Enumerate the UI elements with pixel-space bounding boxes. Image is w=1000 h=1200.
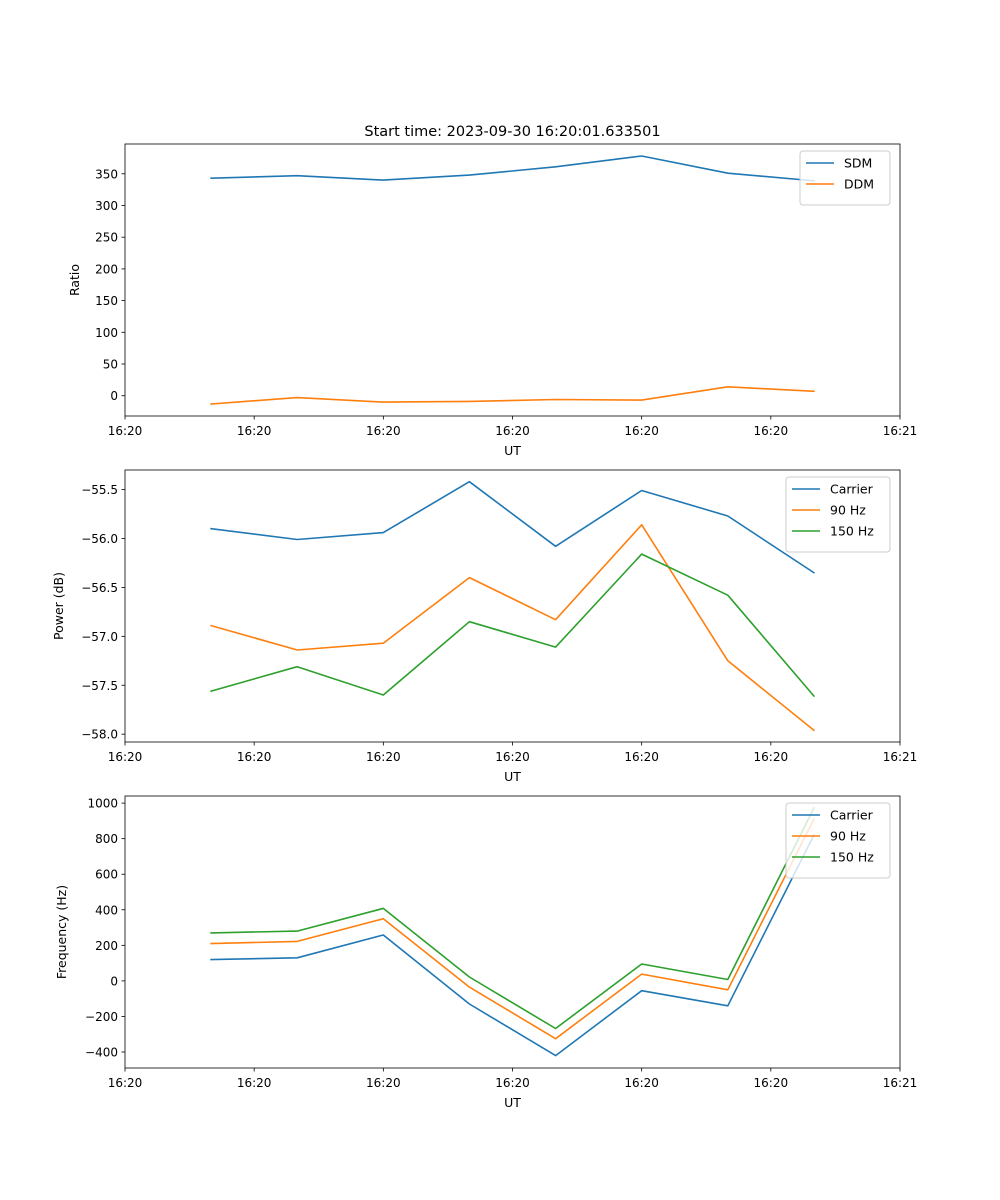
legend-label: 150 Hz	[830, 850, 874, 865]
x-tick-label: 16:20	[108, 424, 143, 438]
y-tick-label: 200	[95, 939, 118, 953]
legend: Carrier 90 Hz 150 Hz	[785, 476, 891, 553]
legend-box	[799, 150, 891, 206]
y-tick-label: −57.0	[81, 630, 118, 644]
series-line-90-hz	[210, 523, 816, 732]
legend-label: SDM	[844, 156, 872, 171]
x-tick-label: 16:20	[495, 424, 530, 438]
x-tick-label: 16:20	[366, 750, 401, 764]
x-tick-label: 16:20	[624, 424, 659, 438]
x-axis-label: UT	[504, 1095, 521, 1110]
x-tick-label: 16:20	[495, 750, 530, 764]
x-axis-label: UT	[504, 443, 521, 458]
y-axis-label: Power (dB)	[51, 572, 66, 640]
y-tick-label: −56.0	[81, 532, 118, 546]
legend-label: DDM	[844, 177, 874, 192]
series-line-90-hz	[210, 818, 815, 1040]
y-tick-label: 0	[110, 974, 118, 988]
legend-label: Carrier	[830, 808, 874, 823]
legend: SDM DDM	[799, 150, 891, 206]
y-tick-label: 200	[95, 262, 118, 276]
y-tick-label: 150	[95, 294, 118, 308]
y-axis-label: Ratio	[67, 264, 82, 296]
y-tick-label: 400	[95, 903, 118, 917]
x-tick-label: 16:20	[624, 750, 659, 764]
plot-frame	[124, 469, 901, 743]
series-line-carrier	[210, 480, 816, 574]
y-tick-label: 250	[95, 231, 118, 245]
x-tick-label: 16:20	[366, 424, 401, 438]
y-tick-label: 50	[103, 358, 118, 372]
series-line-sdm	[210, 155, 815, 182]
legend-box	[785, 802, 891, 879]
y-tick-label: −55.5	[81, 483, 118, 497]
x-tick-label: 16:20	[624, 1076, 659, 1090]
series-line-150-hz	[210, 553, 816, 698]
y-tick-label: 1000	[87, 797, 118, 811]
y-tick-label: 350	[95, 167, 118, 181]
chart-panel-3: 16:20 16:20 16:20 16:20 16:20 16:20 16:21 −400 −…	[54, 795, 918, 1110]
y-tick-label: 800	[95, 832, 118, 846]
x-tick-label: 16:20	[754, 1076, 789, 1090]
y-tick-label: 600	[95, 868, 118, 882]
x-tick-label: 16:20	[754, 750, 789, 764]
charts-container: 16:20 16:20 16:20 16:20 16:20 16:20 16:21 0 50 10…	[51, 143, 918, 1110]
x-tick-label: 16:20	[366, 1076, 401, 1090]
series-line-ddm	[210, 385, 815, 405]
x-tick-label: 16:20	[108, 750, 143, 764]
legend: Carrier 90 Hz 150 Hz	[785, 802, 891, 879]
x-tick-label: 16:21	[883, 424, 918, 438]
y-tick-label: 100	[95, 326, 118, 340]
plot-frame	[124, 143, 901, 417]
x-tick-label: 16:20	[495, 1076, 530, 1090]
x-tick-label: 16:20	[108, 1076, 143, 1090]
legend-label: Carrier	[830, 482, 874, 497]
x-axis-label: UT	[504, 769, 521, 784]
legend-label: 90 Hz	[830, 829, 866, 844]
y-tick-label: −400	[85, 1046, 118, 1060]
x-tick-label: 16:20	[237, 424, 272, 438]
y-tick-label: −56.5	[81, 581, 118, 595]
legend-label: 90 Hz	[830, 503, 866, 518]
x-tick-label: 16:21	[883, 750, 918, 764]
series-line-carrier	[210, 834, 815, 1057]
y-tick-label: 300	[95, 199, 118, 213]
y-tick-label: −57.5	[81, 679, 118, 693]
chart-panel-2: 16:20 16:20 16:20 16:20 16:20 16:20 16:21 −58.0…	[51, 469, 918, 784]
y-axis-label: Frequency (Hz)	[54, 885, 69, 979]
y-tick-label: −200	[85, 1010, 118, 1024]
y-tick-label: −58.0	[81, 728, 118, 742]
x-tick-label: 16:20	[237, 750, 272, 764]
figure-title: Start time: 2023-09-30 16:20:01.633501	[364, 124, 660, 140]
x-tick-label: 16:20	[237, 1076, 272, 1090]
x-tick-label: 16:20	[754, 424, 789, 438]
series-line-150-hz	[210, 807, 815, 1030]
y-tick-label: 0	[110, 389, 118, 403]
x-tick-label: 16:21	[883, 1076, 918, 1090]
legend-label: 150 Hz	[830, 524, 874, 539]
legend-box	[785, 476, 891, 553]
chart-panel-1: 16:20 16:20 16:20 16:20 16:20 16:20 16:21 0 50 10…	[67, 143, 918, 458]
